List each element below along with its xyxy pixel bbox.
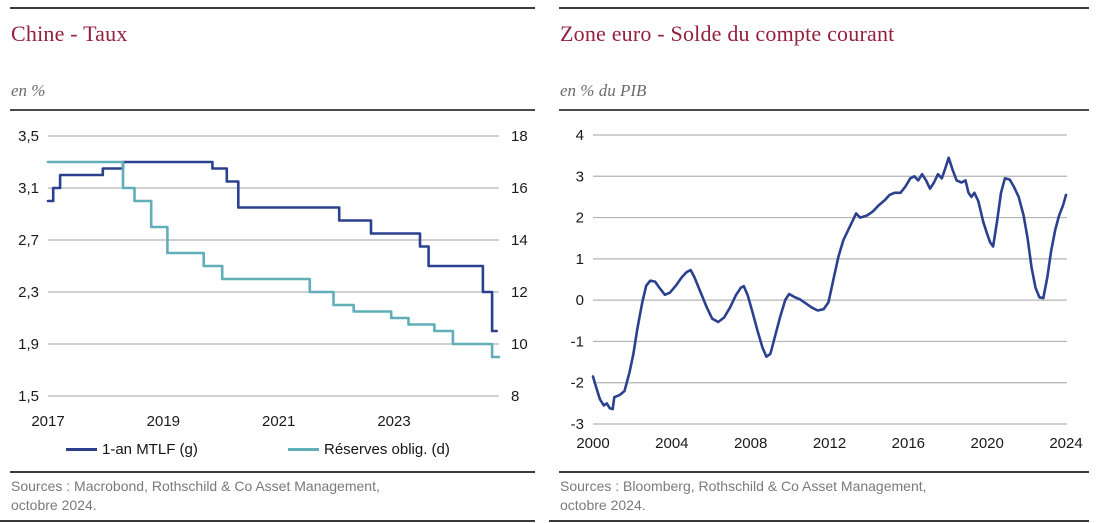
divider-top bbox=[559, 7, 1089, 9]
panel-china-rates: Chine - Taux en % 1-an MTLF (g) Réserves… bbox=[0, 0, 535, 523]
divider-bottom bbox=[549, 520, 1089, 522]
axis-unit-label: en % bbox=[11, 81, 46, 100]
sources-line-2: octobre 2024. bbox=[11, 497, 97, 513]
divider-sources bbox=[10, 471, 535, 473]
sources-note: Sources : Bloomberg, Rothschild & Co Ass… bbox=[560, 477, 1077, 515]
page-title: Chine - Taux bbox=[11, 21, 128, 46]
divider-sources bbox=[559, 471, 1089, 473]
divider-subtitle bbox=[10, 109, 535, 111]
divider-top bbox=[10, 7, 535, 9]
legend-item-reserves: Réserves oblig. (d) bbox=[288, 440, 450, 458]
panel-euro-current-account: Zone euro - Solde du compte courant en %… bbox=[549, 0, 1089, 523]
divider-subtitle bbox=[559, 109, 1089, 111]
chart-legend: 1-an MTLF (g) Réserves oblig. (d) bbox=[0, 440, 535, 460]
sources-line-2: octobre 2024. bbox=[560, 497, 646, 513]
legend-label: Réserves oblig. (d) bbox=[324, 440, 450, 458]
legend-swatch-teal bbox=[288, 447, 319, 451]
divider-bottom bbox=[0, 520, 535, 522]
legend-item-mtlf: 1-an MTLF (g) bbox=[66, 440, 198, 458]
page-title: Zone euro - Solde du compte courant bbox=[560, 21, 895, 46]
legend-swatch-navy bbox=[66, 447, 97, 451]
sources-line-1: Sources : Macrobond, Rothschild & Co Ass… bbox=[11, 478, 380, 494]
sources-line-1: Sources : Bloomberg, Rothschild & Co Ass… bbox=[560, 478, 927, 494]
axis-unit-label: en % du PIB bbox=[560, 81, 647, 100]
legend-label: 1-an MTLF (g) bbox=[102, 440, 198, 458]
sources-note: Sources : Macrobond, Rothschild & Co Ass… bbox=[11, 477, 523, 515]
